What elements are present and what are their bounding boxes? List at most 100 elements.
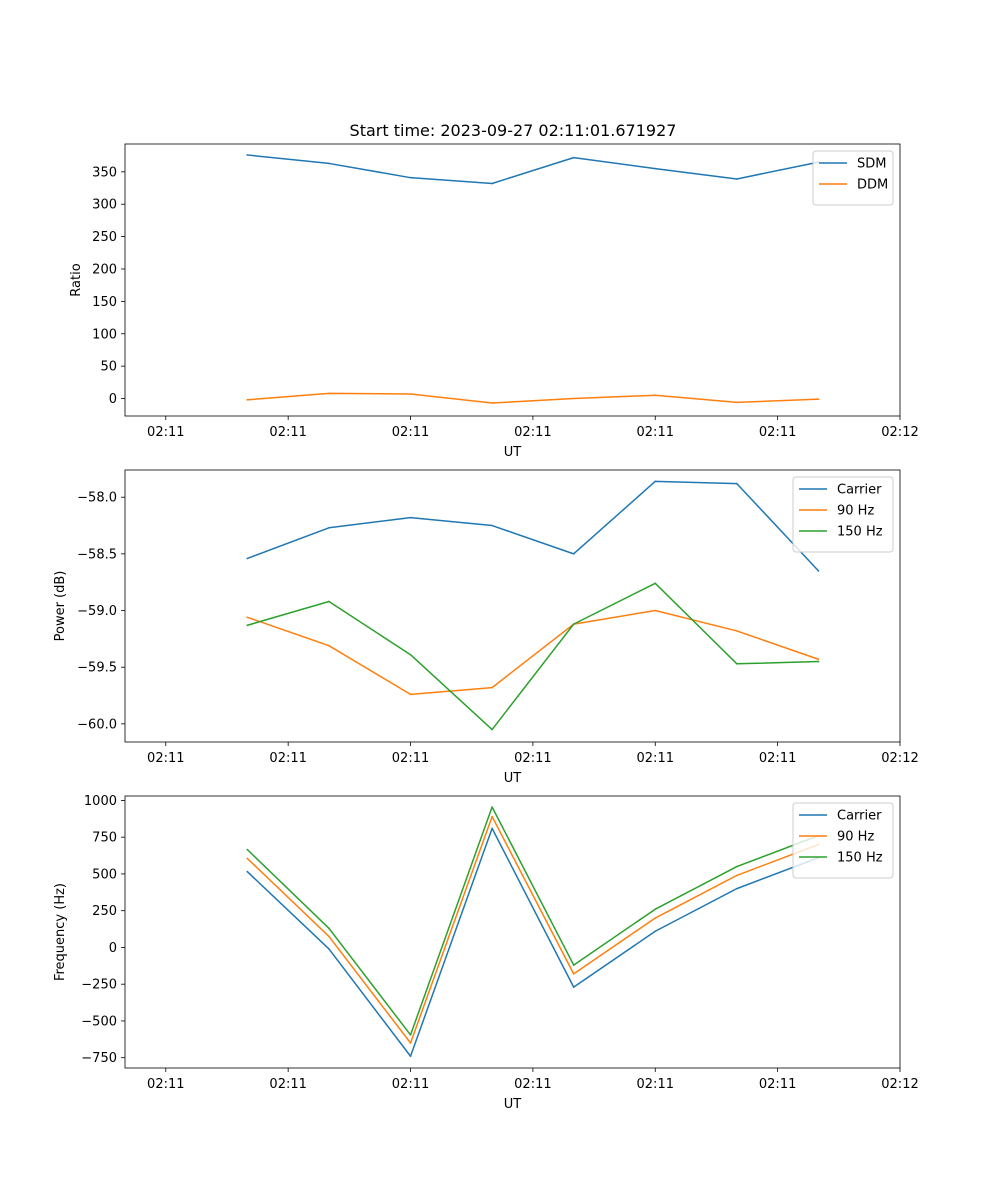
power-carrier-point (328, 527, 330, 529)
power-x-tick-label: 02:11 (392, 751, 429, 766)
ratio-series-ddm-line (246, 392, 820, 404)
power-90-hz-point (328, 644, 330, 647)
ratio-y-tick-label: 200 (92, 262, 117, 277)
frequency-y-axis-label: Frequency (Hz) (53, 883, 68, 981)
power-carrier-point (491, 524, 493, 527)
power-legend: Carrier 90 Hz 150 Hz (792, 476, 894, 553)
power-legend-box (792, 476, 894, 553)
power-90-hz-point (491, 686, 493, 689)
power-150-hz-point (328, 600, 330, 603)
power-150-hz-point (654, 582, 657, 585)
frequency-y-tick-label: −750 (81, 1051, 117, 1066)
power-panel: 02:11 02:11 02:11 02:11 02:11 02:11 02:12 −60.0… (53, 469, 919, 786)
frequency-90-hz-point (572, 973, 575, 975)
power-carrier-point (409, 516, 412, 519)
frequency-legend-label-90-hz: 90 Hz (837, 830, 874, 845)
frequency-90-hz-point (246, 857, 249, 860)
frequency-90-hz-point (736, 874, 738, 877)
frequency-carrier-point (409, 1055, 412, 1058)
power-x-axis-label: UT (504, 771, 522, 786)
frequency-x-tick-label: 02:11 (637, 1077, 674, 1092)
power-150-hz-point (491, 728, 493, 731)
power-150-hz-point (572, 623, 575, 625)
frequency-carrier-point (654, 930, 657, 933)
power-150-hz-point (736, 663, 738, 665)
power-carrier-point (654, 480, 657, 483)
frequency-legend-label-carrier: Carrier (837, 809, 882, 824)
ratio-y-tick-label: 50 (100, 360, 117, 375)
frequency-series-90-hz-line (246, 815, 820, 1044)
frequency-carrier-point (572, 986, 575, 988)
frequency-legend-label-150-hz: 150 Hz (837, 851, 883, 866)
power-carrier-point (736, 482, 738, 485)
frequency-x-tick-label: 02:11 (147, 1077, 184, 1092)
chart-title: Start time: 2023-09-27 02:11:01.671927 (350, 121, 677, 140)
power-y-tick-label: −60.0 (77, 717, 117, 732)
power-y-tick-label: −58.5 (77, 547, 117, 562)
frequency-y-tick-label: 500 (92, 867, 117, 882)
frequency-panel: 02:11 02:11 02:11 02:11 02:11 02:11 02:12 −750 −… (53, 794, 919, 1112)
ratio-legend-box (812, 150, 894, 206)
ratio-x-tick-label: 02:11 (514, 425, 551, 440)
power-y-axis-label: Power (dB) (53, 571, 68, 642)
ratio-sdm-point (736, 178, 738, 180)
ratio-sdm-point (246, 154, 249, 156)
power-x-tick-label: 02:11 (514, 751, 551, 766)
frequency-carrier-point (491, 827, 493, 830)
ratio-sdm-point (409, 176, 412, 179)
ratio-sdm-point (572, 156, 575, 159)
frequency-150-hz-point (736, 865, 738, 868)
frequency-90-hz-point (491, 815, 493, 818)
power-x-tick-label: 02:12 (881, 751, 918, 766)
power-carrier-point (246, 557, 249, 560)
frequency-150-hz-point (246, 848, 249, 851)
ratio-y-tick-label: 150 (92, 295, 117, 310)
power-x-tick-label: 02:11 (759, 751, 796, 766)
ratio-sdm-point (654, 167, 657, 170)
frequency-y-tick-label: 250 (92, 904, 117, 919)
ratio-x-tick-label: 02:11 (147, 425, 184, 440)
power-90-hz-point (246, 616, 249, 619)
ratio-x-tick-label: 02:11 (392, 425, 429, 440)
ratio-panel: 02:11 02:11 02:11 02:11 02:11 02:11 02:12 0 50 10… (69, 143, 919, 460)
ratio-sdm-point (328, 162, 330, 165)
frequency-axes-frame (124, 795, 901, 1069)
frequency-x-axis-label: UT (504, 1097, 522, 1112)
power-series-150-hz-line (246, 582, 820, 731)
power-150-hz-point (409, 653, 412, 656)
power-series-90-hz-line (246, 609, 820, 696)
frequency-y-tick-label: −500 (81, 1014, 117, 1029)
frequency-150-hz-point (409, 1034, 412, 1036)
frequency-legend: Carrier 90 Hz 150 Hz (792, 802, 894, 879)
frequency-x-tick-label: 02:11 (269, 1077, 306, 1092)
power-150-hz-point (246, 624, 249, 627)
frequency-x-tick-label: 02:12 (881, 1077, 918, 1092)
power-y-tick-label: −59.5 (77, 661, 117, 676)
power-x-tick-label: 02:11 (147, 751, 184, 766)
power-90-hz-point (654, 609, 657, 612)
ratio-x-tick-label: 02:11 (637, 425, 674, 440)
ratio-axes-frame (124, 143, 901, 417)
ratio-ddm-point (654, 394, 657, 397)
power-90-hz-point (409, 693, 412, 696)
frequency-y-tick-label: 1000 (84, 794, 117, 809)
ratio-y-axis-label: Ratio (69, 263, 84, 296)
ratio-ddm-point (246, 399, 249, 401)
power-axes-frame (124, 469, 901, 743)
power-legend-label-150-hz: 150 Hz (837, 525, 883, 540)
frequency-150-hz-point (572, 964, 575, 966)
frequency-x-tick-label: 02:11 (759, 1077, 796, 1092)
frequency-carrier-point (246, 870, 249, 873)
ratio-y-tick-label: 250 (92, 230, 117, 245)
ratio-ddm-point (817, 398, 820, 400)
ratio-legend: SDM DDM (812, 150, 894, 206)
frequency-150-hz-point (328, 927, 330, 930)
frequency-series-carrier-line (246, 827, 820, 1057)
ratio-y-tick-label: 0 (109, 392, 117, 407)
frequency-150-hz-point (654, 908, 657, 911)
power-x-tick-label: 02:11 (269, 751, 306, 766)
frequency-carrier-point (328, 948, 330, 950)
power-legend-label-carrier: Carrier (837, 483, 882, 498)
frequency-90-hz-point (328, 935, 330, 938)
